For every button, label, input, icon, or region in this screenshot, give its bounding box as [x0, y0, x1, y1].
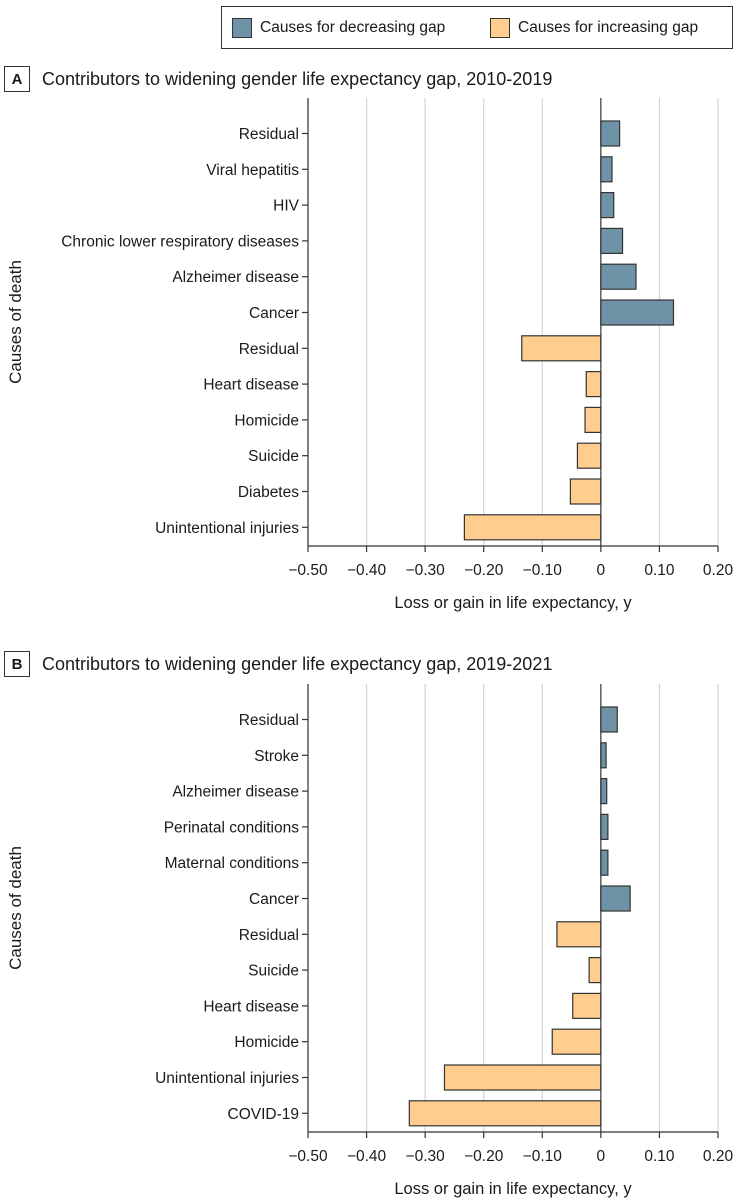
bar-a-8 — [584, 406, 602, 433]
category-label-a-7: Heart disease — [203, 377, 299, 394]
panel-b-title: Contributors to widening gender life exp… — [42, 653, 553, 674]
bar-b-4 — [600, 849, 609, 876]
legend-item-decreasing: Causes for decreasing gap — [232, 17, 445, 39]
category-label-a-4: Alzheimer disease — [172, 269, 299, 286]
category-label-a-3: Chronic lower respiratory diseases — [61, 233, 299, 250]
category-label-a-11: Unintentional injuries — [155, 520, 299, 537]
bar-b-3 — [600, 813, 609, 841]
category-label-a-10: Diabetes — [238, 484, 299, 501]
bar-a-9 — [576, 442, 602, 469]
x-tick-label-b-1: −0.40 — [347, 1148, 387, 1165]
x-tick-label-a-0: −0.50 — [288, 562, 328, 579]
category-label-b-8: Heart disease — [203, 998, 299, 1015]
bar-b-10 — [443, 1064, 602, 1091]
category-label-b-11: COVID-19 — [228, 1106, 300, 1123]
category-label-a-8: Homicide — [234, 412, 299, 429]
legend-item-increasing: Causes for increasing gap — [490, 17, 698, 39]
bar-a-1 — [600, 156, 613, 183]
panel-a-header: A Contributors to widening gender life e… — [4, 65, 552, 93]
category-label-b-3: Perinatal conditions — [164, 819, 300, 836]
legend: Causes for decreasing gap Causes for inc… — [221, 6, 733, 49]
bar-a-3 — [600, 227, 624, 254]
x-tick-label-b-6: 0.10 — [644, 1148, 675, 1165]
category-label-b-0: Residual — [239, 712, 299, 729]
bar-a-4 — [600, 263, 637, 290]
panel-a-letter: A — [4, 66, 30, 92]
category-label-a-0: Residual — [239, 126, 299, 143]
category-label-b-4: Maternal conditions — [165, 855, 300, 872]
legend-label-increasing: Causes for increasing gap — [518, 19, 699, 36]
x-tick-label-a-7: 0.20 — [703, 562, 734, 579]
x-axis-title-b: Loss or gain in life expectancy, y — [394, 1180, 632, 1198]
legend-swatch-increasing — [490, 18, 510, 38]
legend-swatch-decreasing — [232, 18, 252, 38]
category-label-a-9: Suicide — [248, 448, 299, 465]
x-axis-title-a: Loss or gain in life expectancy, y — [394, 594, 632, 612]
bar-b-11 — [408, 1100, 602, 1127]
category-label-a-2: HIV — [273, 198, 300, 215]
bar-b-8 — [572, 992, 602, 1020]
category-label-b-10: Unintentional injuries — [155, 1070, 299, 1087]
category-label-a-6: Residual — [239, 341, 299, 358]
x-tick-label-b-2: −0.30 — [406, 1148, 446, 1165]
bar-a-6 — [521, 335, 602, 362]
category-label-b-5: Cancer — [249, 891, 299, 908]
x-tick-label-b-4: −0.10 — [523, 1148, 563, 1165]
bar-a-11 — [463, 514, 602, 541]
x-tick-label-b-5: 0 — [597, 1148, 606, 1165]
bar-a-2 — [600, 192, 615, 219]
x-tick-label-a-4: −0.10 — [523, 562, 563, 579]
bar-b-2 — [600, 777, 608, 805]
category-label-a-1: Viral hepatitis — [206, 162, 299, 179]
x-tick-label-a-3: −0.20 — [464, 562, 504, 579]
x-tick-label-b-3: −0.20 — [464, 1148, 504, 1165]
x-tick-label-a-5: 0 — [597, 562, 606, 579]
panel-b-header: B Contributors to widening gender life e… — [4, 650, 552, 678]
bar-a-10 — [569, 478, 602, 505]
bar-b-0 — [600, 706, 618, 733]
bar-a-5 — [600, 299, 675, 326]
legend-label-decreasing: Causes for decreasing gap — [260, 19, 446, 36]
x-tick-label-a-1: −0.40 — [347, 562, 387, 579]
chart-panel-b: Residual Stroke Alzheimer disease Perinatal… — [6, 684, 733, 1198]
bar-a-7 — [585, 371, 602, 398]
panel-a-title: Contributors to widening gender life exp… — [42, 68, 553, 89]
y-axis-title-b: Causes of death — [6, 846, 25, 970]
x-tick-label-a-6: 0.10 — [644, 562, 675, 579]
category-label-b-6: Residual — [239, 927, 299, 944]
bar-b-1 — [600, 742, 607, 769]
bar-b-9 — [551, 1028, 602, 1055]
category-label-b-7: Suicide — [248, 963, 299, 980]
category-label-b-1: Stroke — [254, 748, 299, 765]
chart-panel-a: Residual Viral hepatitis HIV Chronic lower … — [6, 98, 733, 612]
category-label-a-5: Cancer — [249, 305, 299, 322]
panel-b-letter: B — [4, 651, 30, 677]
bar-b-5 — [600, 885, 631, 912]
x-tick-label-a-2: −0.30 — [406, 562, 446, 579]
category-label-b-9: Homicide — [234, 1034, 299, 1051]
x-tick-label-b-7: 0.20 — [703, 1148, 734, 1165]
bar-b-7 — [588, 956, 602, 984]
category-label-b-2: Alzheimer disease — [172, 784, 299, 801]
bar-a-0 — [600, 120, 621, 147]
bar-b-6 — [556, 921, 602, 948]
x-tick-label-b-0: −0.50 — [288, 1148, 328, 1165]
y-axis-title-a: Causes of death — [6, 260, 25, 384]
